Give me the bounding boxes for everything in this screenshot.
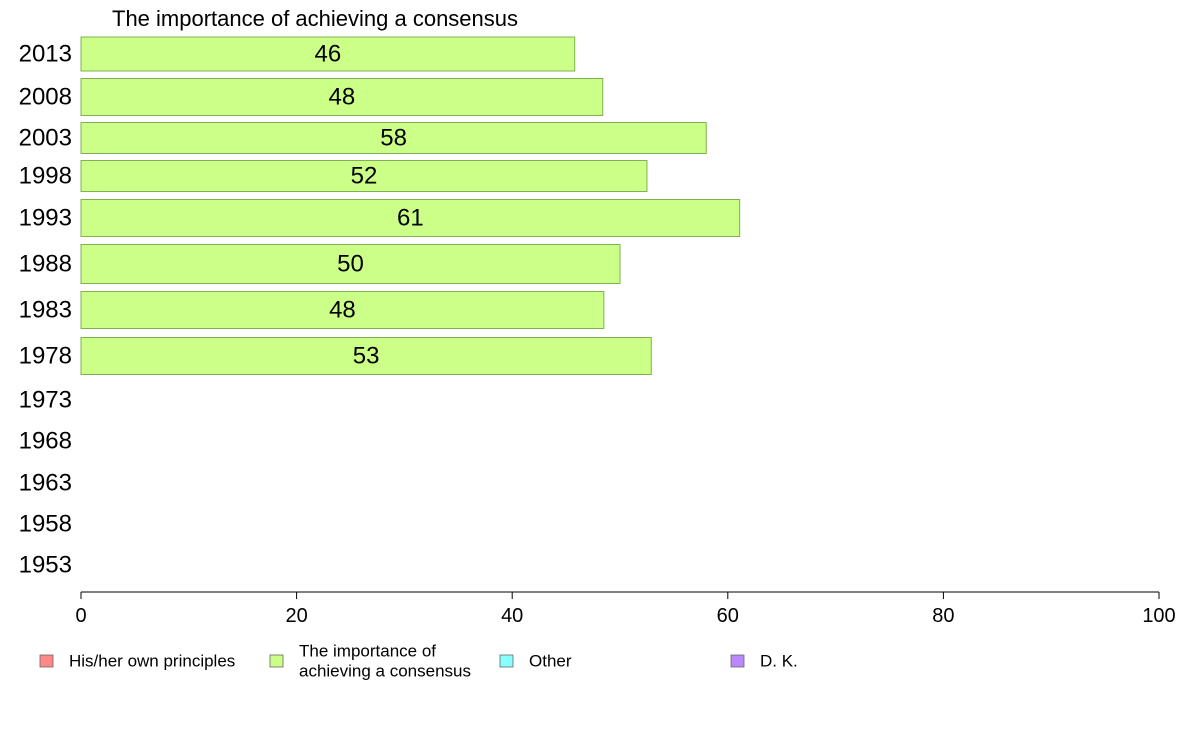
bar-value-label-2008: 48 bbox=[329, 84, 356, 111]
year-label-1988: 1988 bbox=[19, 251, 72, 278]
legend-label-3: Other bbox=[529, 652, 572, 671]
legend: His/her own principles The importance ofa… bbox=[39, 642, 798, 681]
year-label-1993: 1993 bbox=[19, 205, 72, 232]
year-label-1953: 1953 bbox=[19, 552, 72, 579]
bar-2003 bbox=[80, 122, 707, 154]
bar-1978 bbox=[80, 337, 652, 375]
year-label-1998: 1998 bbox=[19, 163, 72, 190]
bar-2013 bbox=[80, 36, 576, 72]
x-tick-label-60: 60 bbox=[717, 605, 739, 627]
bar-value-label-2003: 58 bbox=[380, 125, 407, 152]
bar-value-label-1998: 52 bbox=[351, 163, 378, 190]
legend-swatch-2 bbox=[269, 654, 284, 668]
year-label-2003: 2003 bbox=[19, 125, 72, 152]
year-label-1963: 1963 bbox=[19, 470, 72, 497]
x-tick-label-40: 40 bbox=[501, 605, 523, 627]
year-label-2013: 2013 bbox=[19, 41, 72, 68]
legend-swatch-1 bbox=[39, 654, 54, 668]
legend-swatch-4 bbox=[730, 654, 745, 668]
x-tick-label-80: 80 bbox=[932, 605, 954, 627]
bar-value-label-1993: 61 bbox=[397, 205, 424, 232]
year-label-1968: 1968 bbox=[19, 428, 72, 455]
bar-2008 bbox=[80, 78, 604, 116]
legend-label-2-line-2: achieving a consensus bbox=[299, 662, 471, 681]
legend-label-1: His/her own principles bbox=[69, 652, 235, 671]
year-label-1973: 1973 bbox=[19, 387, 72, 414]
x-tick-label-20: 20 bbox=[285, 605, 307, 627]
bar-value-label-2013: 46 bbox=[315, 41, 342, 68]
legend-label-4: D. K. bbox=[760, 652, 798, 671]
bars bbox=[80, 36, 741, 375]
year-label-1983: 1983 bbox=[19, 297, 72, 324]
bar-1993 bbox=[80, 199, 741, 237]
year-labels: 2013 2008 2003 1998 1993 1988 1983 1978 1973 1968… bbox=[19, 41, 72, 579]
bar-value-label-1978: 53 bbox=[353, 343, 380, 370]
legend-label-2-line-1: The importance of bbox=[299, 642, 436, 661]
x-axis: 0 20 40 60 80 100 bbox=[75, 591, 1176, 627]
year-label-1978: 1978 bbox=[19, 343, 72, 370]
chart-title: The importance of achieving a consensus bbox=[112, 6, 518, 31]
legend-swatch-3 bbox=[499, 654, 514, 668]
bar-value-label-1988: 50 bbox=[337, 251, 364, 278]
bar-1988 bbox=[80, 244, 621, 284]
year-label-1958: 1958 bbox=[19, 511, 72, 538]
bar-1983 bbox=[80, 291, 605, 329]
year-label-2008: 2008 bbox=[19, 84, 72, 111]
x-tick-label-100: 100 bbox=[1142, 605, 1175, 627]
bar-1998 bbox=[80, 160, 648, 192]
bar-value-label-1983: 48 bbox=[329, 297, 356, 324]
x-tick-label-0: 0 bbox=[75, 605, 86, 627]
